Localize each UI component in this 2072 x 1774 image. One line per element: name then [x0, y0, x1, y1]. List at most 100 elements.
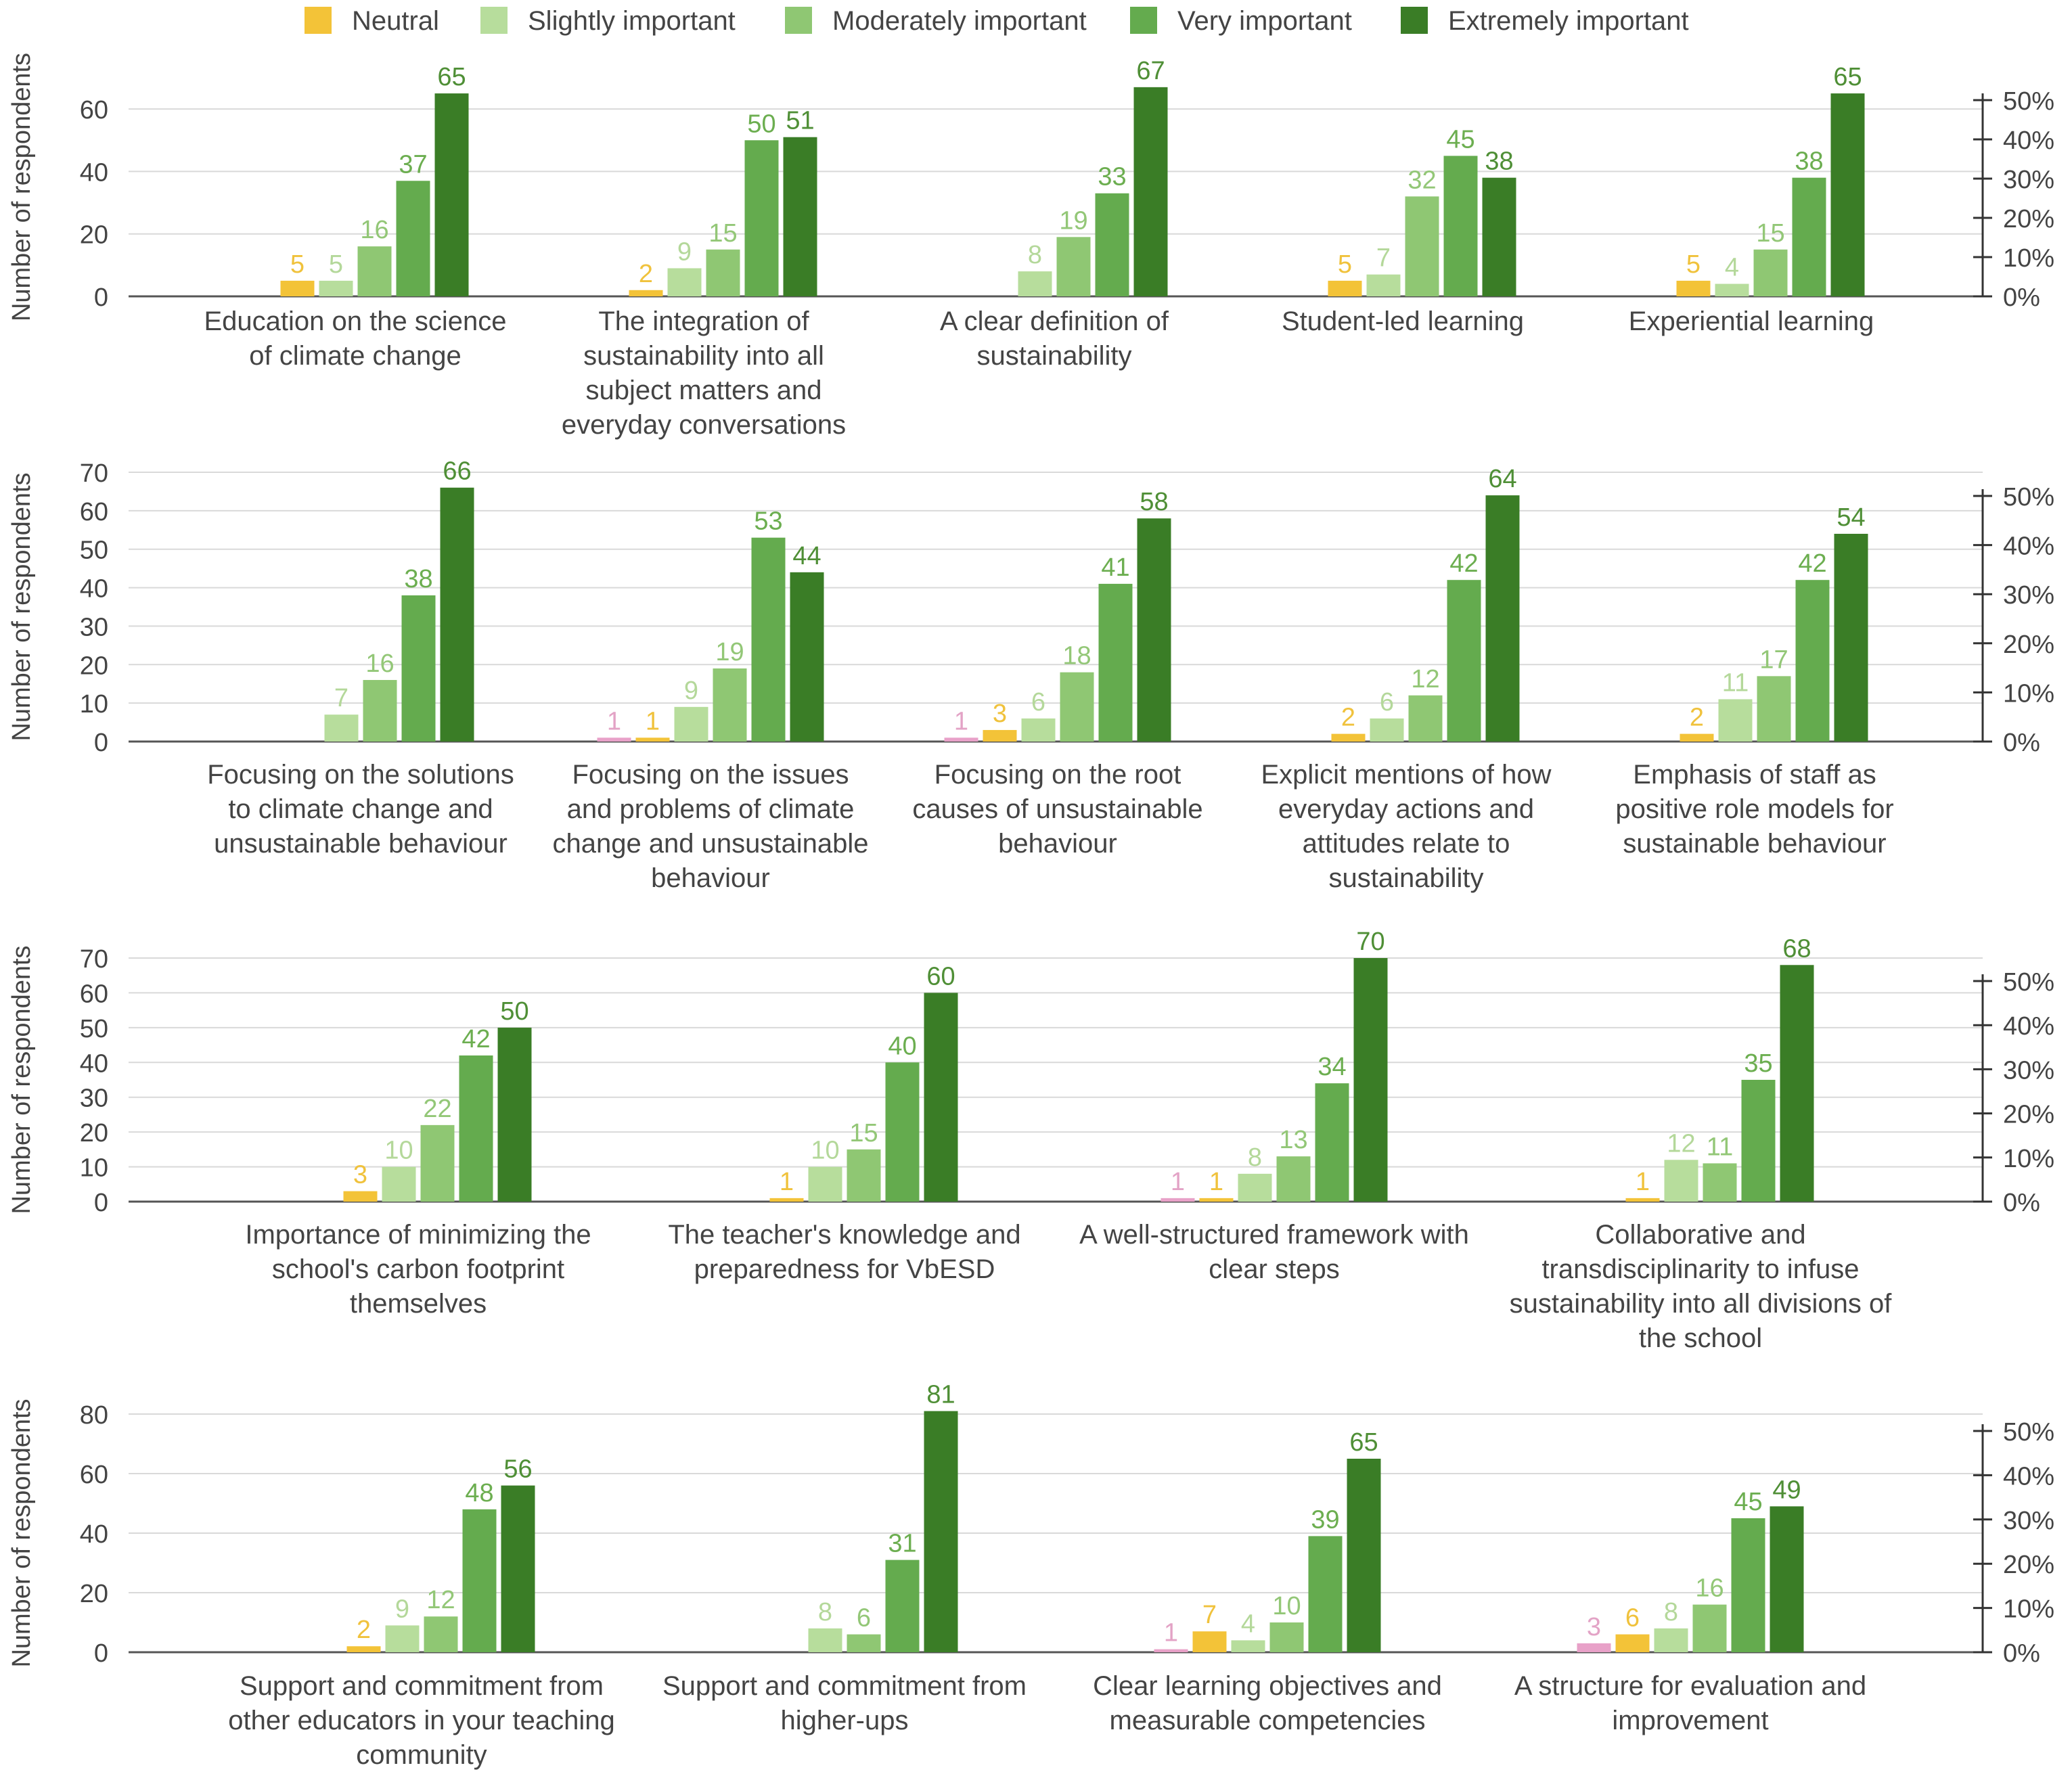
bar-value-label: 81 — [926, 1381, 955, 1409]
bar-slightly — [1715, 283, 1749, 296]
bar-neutral — [1615, 1634, 1650, 1652]
bar-value-label: 39 — [1311, 1505, 1339, 1534]
bar-value-label: 11 — [1722, 668, 1749, 697]
legend-swatch-neutral — [305, 7, 332, 34]
category-label: clear steps — [1209, 1254, 1339, 1284]
bar-extremely — [1482, 177, 1516, 296]
y-axis-title: Number of respondents — [7, 53, 36, 321]
bar-value-label: 3 — [1587, 1613, 1601, 1641]
y-tick-label: 0 — [94, 283, 108, 312]
bar-slightly — [1021, 718, 1056, 742]
bar-moderately — [1405, 196, 1439, 296]
category-label: attitudes relate to — [1303, 829, 1510, 859]
category-label: Focusing on the issues — [572, 760, 849, 790]
bar-value-label: 4 — [1725, 254, 1739, 282]
category-label: themselves — [350, 1289, 487, 1319]
bar-value-label: 53 — [754, 507, 782, 536]
bar-value-label: 18 — [1062, 642, 1091, 670]
bar-moderately — [1692, 1604, 1727, 1652]
y2-tick-label: 50% — [2003, 968, 2054, 997]
bar-extremely — [440, 487, 474, 742]
bar-value-label: 33 — [1098, 163, 1126, 191]
bar-slightly — [382, 1166, 416, 1202]
bar-neutral — [1676, 280, 1711, 296]
bar-extremely — [497, 1027, 532, 1202]
y-tick-label: 20 — [80, 221, 108, 250]
bar-value-label: 1 — [1636, 1168, 1650, 1196]
bar-very — [1443, 156, 1478, 296]
y-tick-label: 50 — [80, 1015, 108, 1043]
bar-very — [1447, 580, 1481, 742]
bar-moderately — [847, 1149, 881, 1202]
bar-neutral — [635, 737, 670, 742]
bar-very — [1795, 580, 1830, 742]
category-label: school's carbon footprint — [272, 1254, 564, 1284]
bar-extremely — [783, 137, 817, 296]
bar-slightly — [1718, 699, 1753, 742]
bar-value-label: 32 — [1407, 166, 1436, 194]
bar-value-label: 50 — [747, 110, 775, 138]
category-label: the school — [1639, 1323, 1762, 1353]
category-label: sustainability into all — [583, 341, 824, 371]
category-label: A clear definition of — [940, 306, 1169, 336]
legend-item-slightly: Slightly important — [480, 6, 736, 36]
bar-value-label: 16 — [1695, 1574, 1724, 1603]
bar-slightly — [1018, 271, 1052, 296]
bar-neutral — [1199, 1198, 1234, 1202]
bar-very — [1741, 1080, 1776, 1202]
bar-value-label: 19 — [715, 638, 744, 666]
y2-tick-label: 50% — [2003, 483, 2054, 511]
bar-value-label: 22 — [423, 1095, 451, 1123]
bar-value-label: 56 — [503, 1455, 532, 1484]
bar-extremely — [1133, 87, 1168, 297]
y2-tick-label: 40% — [2003, 1012, 2054, 1041]
y-tick-label: 20 — [80, 1580, 108, 1608]
y2-tick-label: 50% — [2003, 1418, 2054, 1447]
bar-neutral — [983, 729, 1017, 742]
y-axis-title: Number of respondents — [7, 472, 36, 741]
y2-tick-label: 20% — [2003, 631, 2054, 659]
bar-extremely — [501, 1485, 535, 1652]
category-label: Support and commitment from — [662, 1671, 1027, 1701]
bar-value-label: 1 — [780, 1168, 794, 1196]
y2-tick-label: 20% — [2003, 1551, 2054, 1579]
bar-moderately — [1276, 1156, 1311, 1202]
bar-value-label: 9 — [684, 677, 698, 705]
category-label: to climate change and — [228, 794, 493, 824]
category-group: 5 5 16 37 65 Education on the science of clima… — [204, 63, 507, 371]
bar-moderately — [424, 1616, 458, 1652]
bar-neutral — [1680, 733, 1714, 742]
category-label: higher-ups — [780, 1706, 908, 1735]
category-label: improvement — [1612, 1706, 1768, 1735]
bar-value-label: 12 — [1411, 665, 1439, 693]
bar-value-label: 42 — [1798, 549, 1826, 578]
category-label: preparedness for VbESD — [694, 1254, 995, 1284]
bar-value-label: 68 — [1782, 934, 1811, 963]
y-tick-label: 50 — [80, 537, 108, 565]
bar-extremely — [1347, 1459, 1381, 1652]
bar-value-label: 7 — [334, 684, 348, 712]
bar-slightly — [667, 268, 702, 296]
legend-swatch-moderately — [785, 7, 812, 34]
bar-value-label: 1 — [954, 707, 968, 735]
bar-value-label: 5 — [290, 250, 305, 279]
bar-value-label: 49 — [1772, 1476, 1801, 1504]
category-group: 29 12 48 56 Support and commitment from other… — [228, 1455, 614, 1770]
bar-extremely — [1485, 495, 1520, 742]
legend-item-neutral: Neutral — [305, 6, 439, 36]
bar-value-label: 8 — [1028, 241, 1042, 269]
bar-value-label: 45 — [1734, 1488, 1762, 1516]
bar-value-label: 2 — [1690, 704, 1704, 732]
category-label: sustainability into all divisions of — [1510, 1289, 1893, 1319]
bar-very — [885, 1560, 920, 1652]
bar-value-label: 40 — [888, 1032, 916, 1060]
bar-neutral — [343, 1191, 378, 1202]
y2-tick-label: 40% — [2003, 532, 2054, 561]
category-group: 17 4 10 39 65 Clear learning objectives and me… — [1093, 1428, 1442, 1735]
bar-neutral — [280, 280, 315, 296]
bar-value-label: 16 — [365, 650, 394, 678]
category-label: Focusing on the solutions — [207, 760, 514, 790]
bar-very — [459, 1055, 493, 1202]
bar-value-label: 19 — [1059, 206, 1087, 235]
